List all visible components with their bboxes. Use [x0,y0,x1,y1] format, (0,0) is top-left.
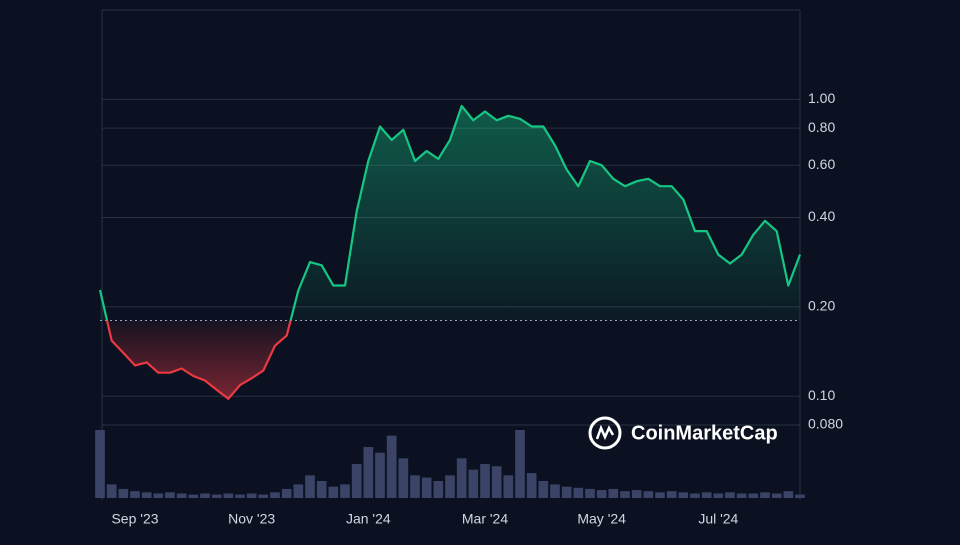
volume-bar [223,493,234,498]
volume-bar [608,488,619,498]
y-tick-label: 0.10 [808,387,835,403]
volume-bar [713,493,724,498]
volume-bar [585,488,595,498]
volume-bar [270,492,280,498]
y-tick-label: 0.40 [808,208,835,224]
volume-bar [515,430,525,498]
y-tick-label: 1.00 [808,90,835,106]
volume-bar [526,473,537,498]
volume-bar [666,491,677,498]
volume-bar [410,475,420,498]
y-tick-label: 0.60 [808,156,835,172]
volume-bar [398,458,409,498]
volume-bar [153,493,164,498]
volume-bar [340,484,350,498]
volume-bar [795,494,805,498]
volume-bar [701,492,712,498]
volume-bar [293,484,304,498]
volume-bar [305,475,315,498]
volume-bar [235,494,245,498]
volume-bar [538,481,549,498]
volume-bar [655,492,665,498]
y-tick-label: 0.20 [808,298,835,314]
volume-bar [736,493,747,498]
volume-bar [328,486,339,498]
volume-bar [748,493,759,498]
volume-bar [596,490,607,498]
x-tick-label: Sep '23 [111,511,158,527]
volume-bar [316,481,327,498]
volume-bar [690,493,700,498]
volume-bar [118,488,129,498]
volume-bar [456,458,467,498]
y-tick-label: 0.80 [808,119,835,135]
volume-bar [550,484,560,498]
volume-bar [573,487,584,498]
volume-bar [95,430,105,498]
volume-bar [468,469,479,498]
volume-bar [258,494,269,498]
volume-bar [445,475,455,498]
volume-bar [165,492,175,498]
x-tick-label: Nov '23 [228,511,275,527]
watermark-text: CoinMarketCap [631,422,778,444]
price-line [98,104,802,400]
volume-bar [141,492,152,498]
volume-bar [106,484,117,498]
volume-bar [643,491,654,498]
logo-mark [595,424,615,441]
x-tick-label: Jan '24 [346,511,391,527]
volume-bar [433,481,444,498]
x-tick-label: Mar '24 [462,511,508,527]
volume-bar [631,490,642,498]
volume-bar [620,491,630,498]
volume-bar [725,492,735,498]
x-tick-label: May '24 [577,511,626,527]
volume-bar [771,493,782,498]
volume-bar [176,493,187,498]
price-area [100,106,800,399]
y-tick-label: 0.080 [808,416,843,432]
volume-bar [200,493,210,498]
logo [588,416,622,450]
volume-bar [386,435,397,498]
volume-bar [375,452,385,498]
x-tick-label: Jul '24 [698,511,738,527]
volume-bar [211,494,222,498]
volume-bar [503,475,514,498]
volume-bar [363,447,374,498]
volume-bar [351,464,362,498]
volume-bar [480,464,490,498]
watermark: CoinMarketCap [588,416,778,450]
volume-bar [783,491,794,498]
volume-bar [760,492,770,498]
volume-bar [421,477,432,498]
volume-bar [281,488,292,498]
volume-bar [188,494,199,498]
volume-bar [246,493,257,498]
volume-bar [130,491,140,498]
volume-bar [491,466,502,498]
volume-bar [678,492,689,498]
volume-bar [561,486,572,498]
